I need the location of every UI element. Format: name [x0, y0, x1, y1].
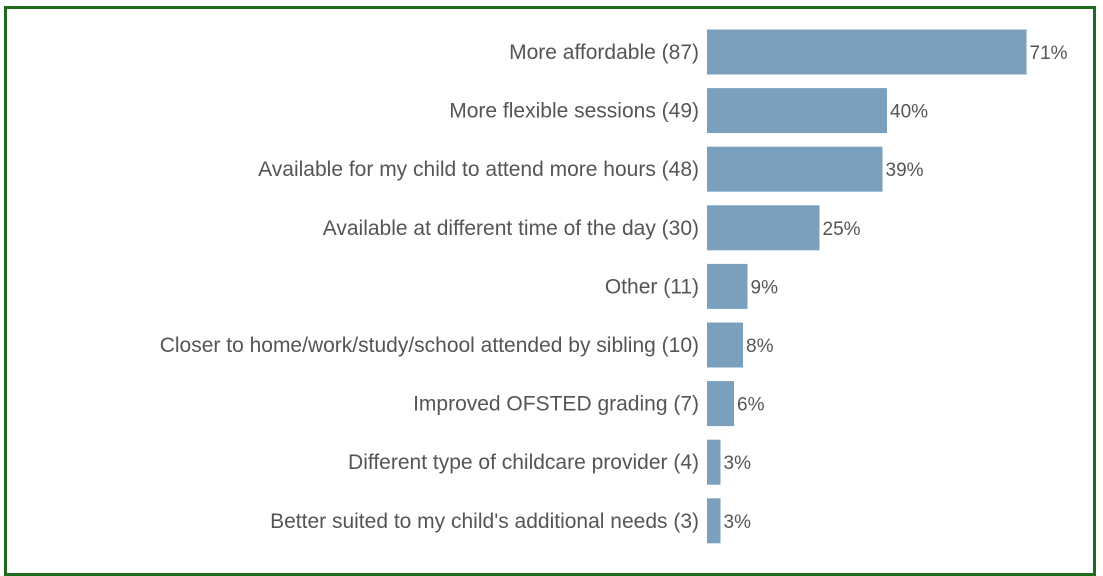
category-label-7: Improved OFSTED grading (7) [413, 393, 699, 416]
bar-4 [707, 205, 820, 251]
value-labels: 71% 40% 39% 25% 9% 8% 6% 3% 3% [724, 43, 1068, 533]
category-label-5: Other (11) [605, 275, 699, 298]
value-label-5: 9% [751, 277, 779, 298]
category-labels: More affordable (87) More flexible sessio… [160, 41, 699, 533]
category-label-3: Available for my child to attend more ho… [258, 158, 699, 181]
bar-3 [707, 146, 883, 192]
value-label-6: 8% [746, 336, 774, 357]
category-label-2: More flexible sessions (49) [449, 100, 699, 123]
bar-7 [707, 381, 734, 427]
category-label-9: Better suited to my child's additional n… [270, 510, 699, 533]
value-label-9: 3% [724, 512, 752, 533]
bar-5 [707, 263, 748, 309]
value-label-2: 40% [890, 102, 928, 123]
bar-6 [707, 322, 743, 368]
value-label-1: 71% [1030, 43, 1068, 64]
bar-8 [707, 439, 721, 485]
category-label-4: Available at different time of the day (… [323, 217, 699, 240]
category-label-1: More affordable (87) [509, 41, 699, 64]
value-label-7: 6% [737, 395, 765, 416]
category-label-8: Different type of childcare provider (4) [348, 451, 699, 474]
bar-9 [707, 498, 721, 544]
value-label-4: 25% [823, 219, 861, 240]
value-label-8: 3% [724, 453, 752, 474]
category-label-6: Closer to home/work/study/school attende… [160, 334, 699, 357]
bar-2 [707, 88, 887, 134]
value-label-3: 39% [886, 160, 924, 181]
chart-frame [4, 6, 1096, 576]
bar-1 [707, 29, 1027, 75]
bar-chart: More affordable (87) More flexible sessio… [160, 29, 1068, 544]
bars-layer [707, 29, 1027, 544]
